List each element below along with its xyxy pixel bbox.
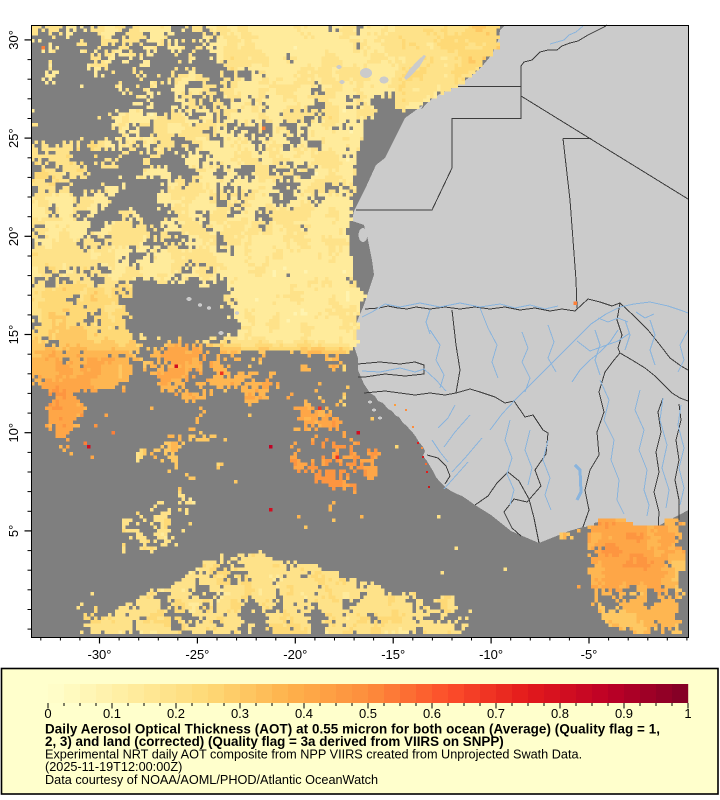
svg-text:5°: 5° — [6, 525, 21, 537]
svg-text:(2025-11-19T12:00:00Z): (2025-11-19T12:00:00Z) — [45, 760, 182, 774]
svg-text:Daily Aerosol Optical Thicknes: Daily Aerosol Optical Thickness (AOT) at… — [45, 722, 660, 737]
svg-text:-25°: -25° — [185, 647, 209, 662]
svg-text:10°: 10° — [6, 423, 21, 443]
svg-text:0.1: 0.1 — [103, 706, 121, 721]
svg-text:0.6: 0.6 — [423, 706, 441, 721]
svg-text:1: 1 — [684, 706, 691, 721]
svg-text:Experimental NRT daily AOT com: Experimental NRT daily AOT composite fro… — [45, 748, 582, 762]
svg-text:-15°: -15° — [381, 647, 405, 662]
svg-text:-20°: -20° — [283, 647, 307, 662]
svg-text:Data courtesy of NOAA/AOML/PHO: Data courtesy of NOAA/AOML/PHOD/Atlantic… — [45, 773, 378, 787]
svg-text:20°: 20° — [6, 226, 21, 246]
svg-text:0.3: 0.3 — [231, 706, 249, 721]
svg-text:0.9: 0.9 — [615, 706, 633, 721]
svg-text:0.5: 0.5 — [359, 706, 377, 721]
svg-text:-30°: -30° — [88, 647, 112, 662]
svg-text:-10°: -10° — [479, 647, 503, 662]
svg-text:0.8: 0.8 — [551, 706, 569, 721]
svg-text:25°: 25° — [6, 128, 21, 148]
svg-text:0.7: 0.7 — [487, 706, 505, 721]
svg-text:-5°: -5° — [581, 647, 598, 662]
svg-text:0: 0 — [44, 706, 51, 721]
svg-text:30°: 30° — [6, 30, 21, 50]
svg-text:0.2: 0.2 — [167, 706, 185, 721]
svg-text:15°: 15° — [6, 325, 21, 345]
svg-text:2, 3) and land (corrected) (Qu: 2, 3) and land (corrected) (Quality flag… — [45, 734, 504, 749]
svg-text:0.4: 0.4 — [295, 706, 313, 721]
